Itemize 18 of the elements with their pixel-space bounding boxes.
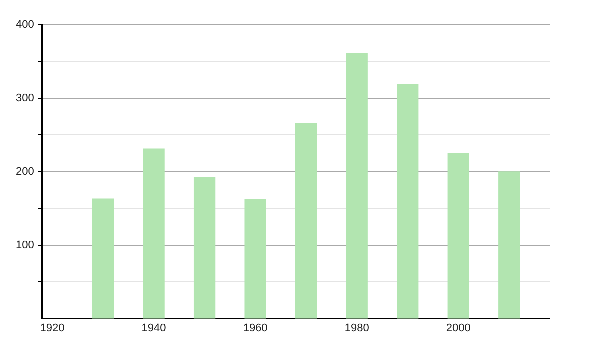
x-tick-label: 1980 <box>344 322 370 334</box>
bar <box>143 148 165 319</box>
bar <box>448 153 470 319</box>
x-tick-label: 2000 <box>446 322 471 334</box>
bar <box>346 53 368 319</box>
bar <box>92 198 114 319</box>
y-tick-label: 400 <box>16 19 34 32</box>
y-tick-label: 200 <box>16 166 34 178</box>
bar <box>498 172 520 319</box>
bar <box>194 177 216 319</box>
y-tick-label: 100 <box>16 239 34 252</box>
y-tick-label: 300 <box>16 92 34 104</box>
bar <box>397 84 419 319</box>
x-tick-label: 1920 <box>40 322 65 334</box>
bar <box>296 123 318 319</box>
x-tick-label: 1960 <box>243 322 268 334</box>
bar <box>244 199 266 319</box>
x-tick-label: 1940 <box>142 322 166 334</box>
